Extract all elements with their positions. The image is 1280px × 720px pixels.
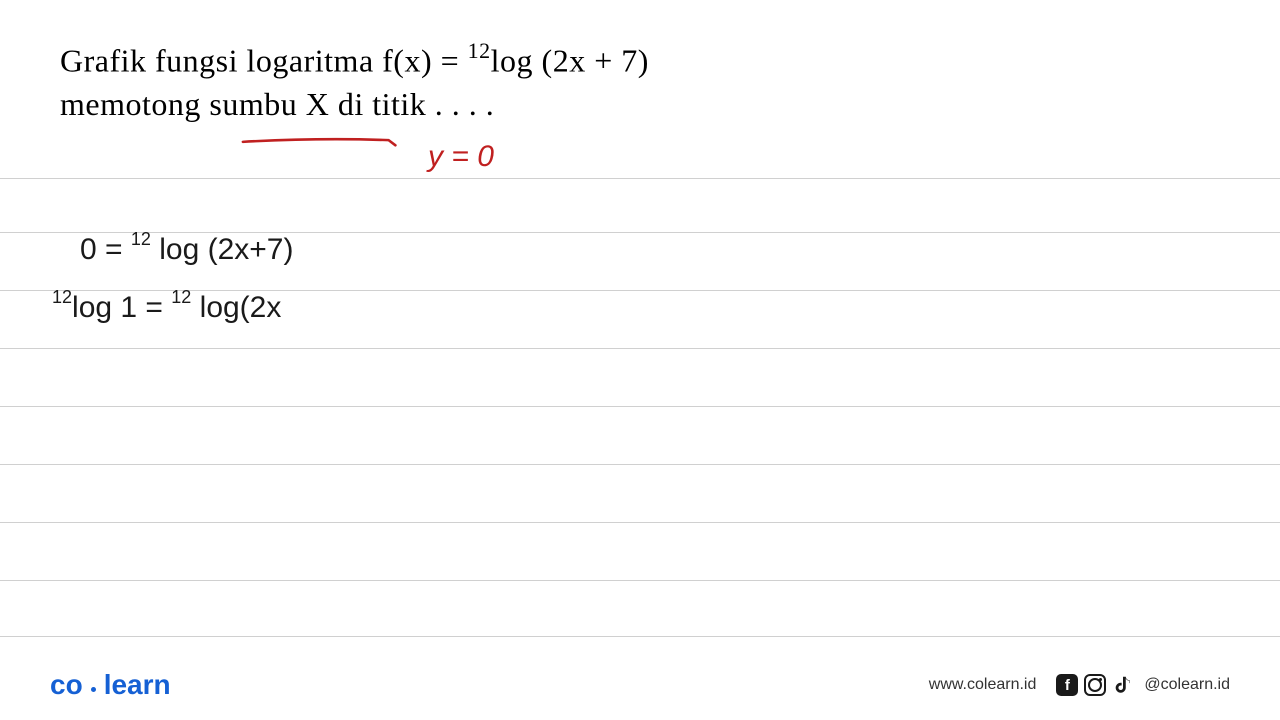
footer-right-group: www.colearn.id f @colearn.id <box>929 674 1230 696</box>
hw2-part1: log 1 = <box>72 291 171 324</box>
social-handle: @colearn.id <box>1144 676 1230 694</box>
hw1-part2: log (2x+7) <box>151 233 294 266</box>
paper-line <box>0 580 1280 581</box>
question-area: Grafik fungsi logaritma f(x) = 12log (2x… <box>0 0 1280 123</box>
question-text-1b: log (2x + 7) <box>491 43 649 79</box>
footer-bar: co learn www.colearn.id f @colearn.id <box>0 650 1280 720</box>
paper-line <box>0 178 1280 179</box>
question-line-2: memotong sumbu X di titik . . . . <box>60 86 1220 123</box>
paper-line <box>0 522 1280 523</box>
hw1-part1: 0 = <box>80 233 131 266</box>
red-annotation-y-zero: y = 0 <box>428 140 494 174</box>
question-superscript: 12 <box>468 38 491 63</box>
paper-line <box>0 636 1280 637</box>
paper-line <box>0 348 1280 349</box>
hw1-sup: 12 <box>131 229 151 249</box>
hw2-sup2: 12 <box>171 287 191 307</box>
instagram-icon <box>1084 674 1106 696</box>
handwriting-line-1: 0 = 12 log (2x+7) <box>80 232 293 267</box>
colearn-logo: co learn <box>50 669 171 701</box>
red-underline-annotation <box>230 135 410 147</box>
question-line-1: Grafik fungsi logaritma f(x) = 12log (2x… <box>60 40 1220 80</box>
facebook-icon: f <box>1056 674 1078 696</box>
logo-text-co: co <box>50 669 83 701</box>
tiktok-icon <box>1112 674 1134 696</box>
website-url: www.colearn.id <box>929 676 1037 694</box>
paper-line <box>0 464 1280 465</box>
logo-dot <box>91 687 96 692</box>
social-icons-group: f @colearn.id <box>1056 674 1230 696</box>
hw2-part2: log(2x <box>191 291 281 324</box>
logo-text-learn: learn <box>104 669 171 701</box>
handwriting-line-2: 12log 1 = 12 log(2x <box>52 290 281 325</box>
paper-line <box>0 406 1280 407</box>
question-text-1a: Grafik fungsi logaritma f(x) = <box>60 43 468 79</box>
hw2-sup1: 12 <box>52 287 72 307</box>
